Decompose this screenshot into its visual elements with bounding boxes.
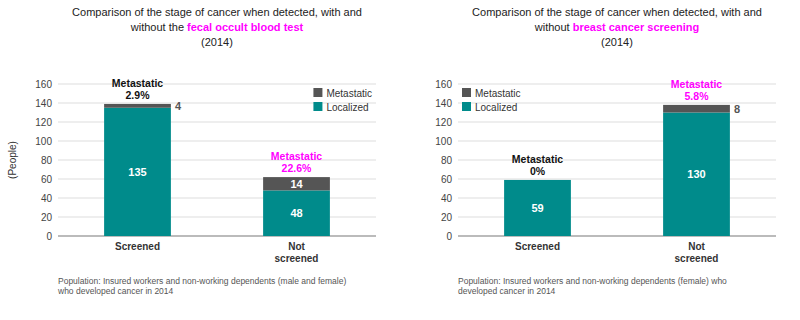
legend-swatch xyxy=(462,88,471,97)
data-label: 130 xyxy=(687,168,705,180)
bar-segment xyxy=(263,177,330,190)
bar-segment xyxy=(663,105,730,113)
data-label: 59 xyxy=(531,202,543,214)
tick-label: 60 xyxy=(41,174,53,185)
title-part: fecal occult blood test xyxy=(187,21,303,33)
data-label: 135 xyxy=(128,166,146,178)
tick-label: 140 xyxy=(35,98,52,109)
category-label: Notscreened xyxy=(275,241,319,264)
legend-label: Localized xyxy=(326,102,368,113)
legend-label: Metastatic xyxy=(326,88,372,99)
tick-label: 160 xyxy=(35,79,52,90)
title-part: Comparison of the stage of cancer when d… xyxy=(472,6,762,18)
legend: Metastatic Localized xyxy=(462,88,521,113)
title: Comparison of the stage of cancer when d… xyxy=(72,6,362,48)
tick-label: 20 xyxy=(41,212,53,223)
title-part: without the xyxy=(130,21,187,33)
figure: Comparison of the stage of cancer when d… xyxy=(0,0,800,320)
tick-label: 0 xyxy=(46,231,52,242)
tick-label: 40 xyxy=(441,193,453,204)
tick-label: 120 xyxy=(35,117,52,128)
bar-segment xyxy=(504,179,571,180)
tick-label: 140 xyxy=(435,98,452,109)
title-part: (2014) xyxy=(201,36,233,48)
chart-panel: Comparison of the stage of cancer when d… xyxy=(435,6,776,296)
data-label: 48 xyxy=(290,207,302,219)
tick-label: 80 xyxy=(441,155,453,166)
bars xyxy=(104,104,330,236)
bars xyxy=(504,105,730,236)
tick-label: 80 xyxy=(41,155,53,166)
legend-swatch xyxy=(313,102,322,111)
grid-line xyxy=(458,84,776,85)
tick-label: 20 xyxy=(441,212,453,223)
chart-panel: Comparison of the stage of cancer when d… xyxy=(7,6,376,296)
data-label: 4 xyxy=(175,100,182,112)
title-part: breast cancer screening xyxy=(573,21,700,33)
bar-segment xyxy=(504,180,571,236)
legend: Metastatic Localized xyxy=(313,88,372,113)
bar-segment xyxy=(263,190,330,236)
title-part: without xyxy=(534,21,573,33)
tick-label: 160 xyxy=(435,79,452,90)
legend-label: Metastatic xyxy=(475,88,521,99)
y-axis-label: (People) xyxy=(7,141,18,179)
grid-line xyxy=(58,84,376,85)
title-part: Comparison of the stage of cancer when d… xyxy=(72,6,362,18)
tick-label: 60 xyxy=(441,174,453,185)
annotation: Metastatic5.8% xyxy=(671,78,723,102)
data-label: 14 xyxy=(290,178,303,190)
tick-label: 120 xyxy=(435,117,452,128)
tick-label: 100 xyxy=(435,136,452,147)
bar-segment xyxy=(104,108,171,236)
category-label: Screened xyxy=(115,241,160,252)
tick-label: 100 xyxy=(35,136,52,147)
tick-label: 0 xyxy=(446,231,452,242)
annotation: Metastatic0% xyxy=(512,153,564,177)
category-label: Screened xyxy=(515,241,560,252)
legend-swatch xyxy=(313,88,322,97)
annotation: Metastatic2.9% xyxy=(112,77,164,101)
footnote: Population: Insured workers and non-work… xyxy=(57,276,346,296)
legend-label: Localized xyxy=(475,102,517,113)
data-label: 8 xyxy=(734,103,740,115)
legend-swatch xyxy=(462,102,471,111)
bar-segment xyxy=(663,113,730,237)
footnote: Population: Insured workers and non-work… xyxy=(458,276,727,296)
title-part: (2014) xyxy=(601,36,633,48)
category-label: Notscreened xyxy=(675,241,719,264)
bar-segment xyxy=(104,104,171,108)
annotation: Metastatic22.6% xyxy=(271,150,323,174)
tick-label: 40 xyxy=(41,193,53,204)
title: Comparison of the stage of cancer when d… xyxy=(472,6,762,48)
